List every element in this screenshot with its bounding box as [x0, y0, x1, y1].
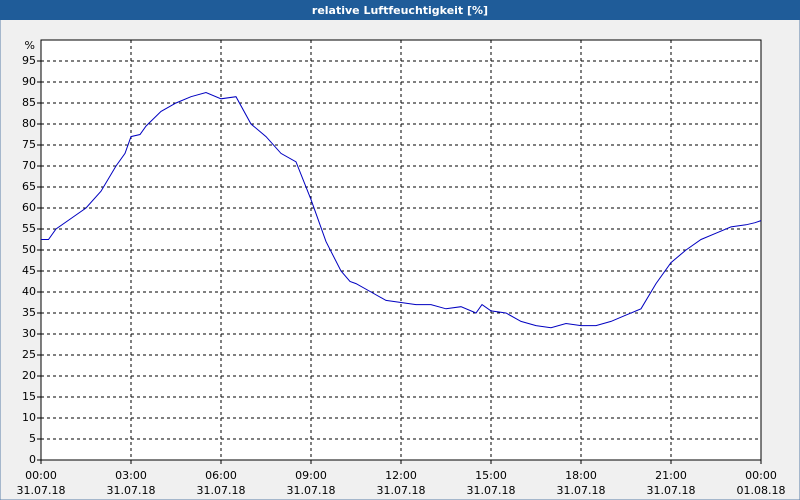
x-tick-date: 31.07.18 — [107, 484, 156, 497]
y-tick-label: 65 — [22, 180, 36, 193]
x-tick-label: 15:00 — [475, 469, 507, 482]
x-tick-label: 21:00 — [655, 469, 687, 482]
x-tick-date: 31.07.18 — [467, 484, 516, 497]
y-axis-label: % — [25, 39, 35, 52]
y-tick-label: 75 — [22, 138, 36, 151]
y-tick-label: 40 — [22, 285, 36, 298]
y-tick-label: 5 — [29, 432, 36, 445]
x-tick-label: 12:00 — [385, 469, 417, 482]
x-tick-label: 00:00 — [25, 469, 57, 482]
y-tick-label: 45 — [22, 264, 36, 277]
x-tick-date: 31.07.18 — [647, 484, 696, 497]
x-tick-date: 01.08.18 — [737, 484, 786, 497]
title-bar — [0, 0, 800, 20]
y-tick-label: 90 — [22, 75, 36, 88]
x-tick-label: 03:00 — [115, 469, 147, 482]
y-tick-label: 15 — [22, 390, 36, 403]
y-tick-label: 25 — [22, 348, 36, 361]
x-tick-label: 18:00 — [565, 469, 597, 482]
y-tick-label: 0 — [29, 453, 36, 466]
x-tick-date: 31.07.18 — [377, 484, 426, 497]
y-tick-label: 30 — [22, 327, 36, 340]
y-tick-label: 85 — [22, 96, 36, 109]
x-tick-label: 00:00 — [745, 469, 777, 482]
line-series — [41, 91, 762, 329]
x-tick-date: 31.07.18 — [287, 484, 336, 497]
y-tick-label: 95 — [22, 54, 36, 67]
y-tick-label: 50 — [22, 243, 36, 256]
chart-title: relative Luftfeuchtigkeit [%] — [312, 4, 488, 17]
y-tick-label: 80 — [22, 117, 36, 130]
x-tick-date: 31.07.18 — [557, 484, 606, 497]
y-tick-label: 10 — [22, 411, 36, 424]
y-tick-label: 20 — [22, 369, 36, 382]
x-tick-label: 09:00 — [295, 469, 327, 482]
x-tick-date: 31.07.18 — [17, 484, 66, 497]
x-tick-date: 31.07.18 — [197, 484, 246, 497]
x-tick-label: 06:00 — [205, 469, 237, 482]
y-tick-label: 70 — [22, 159, 36, 172]
y-tick-label: 60 — [22, 201, 36, 214]
y-tick-label: 55 — [22, 222, 36, 235]
y-tick-label: 35 — [22, 306, 36, 319]
